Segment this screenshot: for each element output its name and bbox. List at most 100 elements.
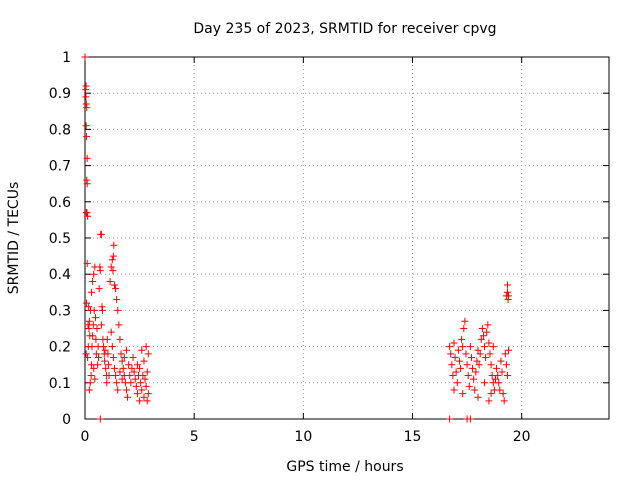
data-point [129,353,137,361]
data-point [503,281,511,289]
data-point [447,350,455,358]
data-point [144,350,152,358]
data-point [106,277,114,285]
data-point [96,415,104,423]
data-point [499,390,507,398]
data-point [138,346,146,354]
data-point [104,350,112,358]
data-point [98,306,106,314]
data-point [502,361,510,369]
data-point [120,353,128,361]
data-point [504,296,512,304]
data-point [83,209,91,217]
data-point [138,386,146,394]
data-point [450,339,458,347]
x-tick-label: 10 [294,429,312,445]
data-point [117,350,125,358]
data-point [487,361,495,369]
data-point [500,397,508,405]
data-point [118,375,126,383]
data-point [446,343,454,351]
data-point [474,346,482,354]
data-point [127,379,135,387]
data-point [96,267,104,275]
data-point [454,346,462,354]
data-point [136,397,144,405]
data-points [81,53,513,423]
data-point [481,343,489,351]
data-point [107,263,115,271]
data-point [132,382,140,390]
data-point [452,368,460,376]
data-point [83,299,91,307]
y-tick-label: 0.3 [49,303,71,319]
data-point [122,386,130,394]
data-point [496,386,504,394]
data-point [476,350,484,358]
data-point [136,364,144,372]
data-point [142,382,150,390]
data-point [133,361,141,369]
data-point [455,357,463,365]
data-point [112,372,120,380]
data-point [115,321,123,329]
data-point [110,281,118,289]
data-point [83,133,91,141]
data-point [95,353,103,361]
data-point [83,180,91,188]
data-point [501,350,509,358]
data-point [83,154,91,162]
data-point [122,346,130,354]
data-point [81,53,89,61]
data-point [112,285,120,293]
data-point [92,350,100,358]
data-point [470,375,478,383]
data-point [459,390,467,398]
data-point [140,393,148,401]
y-tick-label: 1 [62,50,71,66]
data-point [472,368,480,376]
data-point [487,390,495,398]
data-point [88,361,96,369]
data-point [483,328,491,336]
data-point [93,325,101,332]
x-axis-label: GPS time / hours [286,459,403,475]
data-point [85,325,93,332]
data-point [144,390,152,398]
data-point [464,372,472,380]
data-point [103,335,111,343]
data-point [484,321,492,329]
data-point [466,343,474,351]
data-point [482,353,490,361]
data-point [460,325,468,332]
data-point [118,357,126,365]
data-point [83,104,91,112]
data-point [90,270,98,278]
data-point [140,357,148,365]
data-point [462,350,470,358]
data-point [466,415,474,423]
data-point [88,343,96,351]
plot-frame [84,56,610,420]
data-point [471,386,479,394]
data-point [489,343,497,351]
data-point [85,317,93,325]
data-point [92,335,100,343]
data-point [126,372,134,380]
x-tick-label: 0 [81,429,90,445]
data-point [498,368,506,376]
data-point [89,321,97,329]
y-tick-label: 0.8 [49,122,71,138]
y-tick-label: 0.9 [49,86,71,102]
data-point [474,393,482,401]
data-point [89,332,97,340]
data-point [113,379,121,387]
data-point [89,277,97,285]
data-point [83,259,91,267]
data-point [473,357,481,365]
y-tick-label: 0.7 [49,159,71,175]
data-point [453,379,461,387]
data-point [119,364,127,372]
data-point [84,353,92,361]
data-point [128,364,136,372]
